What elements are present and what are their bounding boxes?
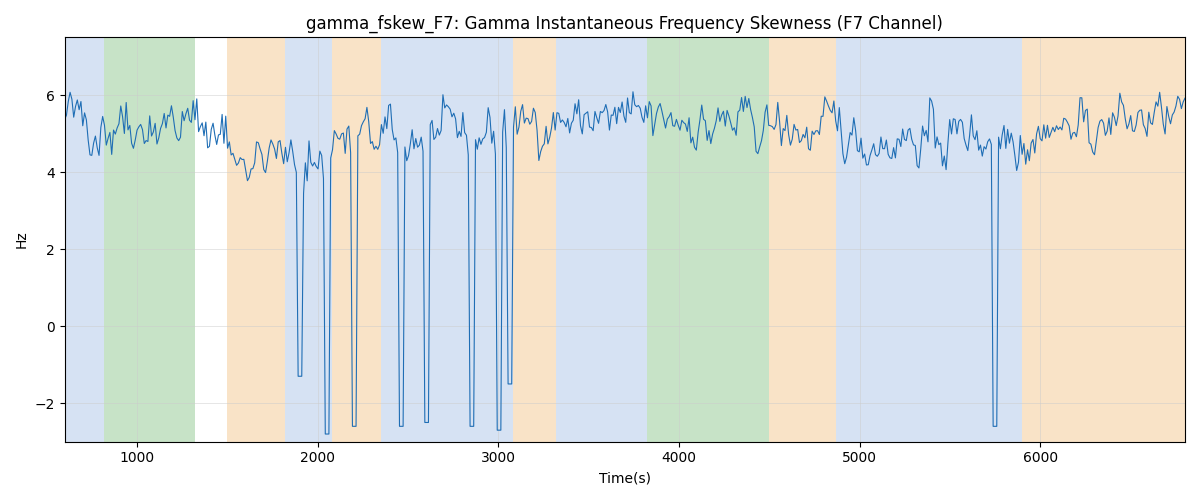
Bar xyxy=(1022,38,1184,442)
Bar xyxy=(104,38,194,442)
Bar xyxy=(512,38,556,442)
Y-axis label: Hz: Hz xyxy=(14,230,29,248)
Bar xyxy=(227,38,286,442)
Bar xyxy=(647,38,769,442)
Bar xyxy=(332,38,380,442)
Bar xyxy=(556,38,647,442)
X-axis label: Time(s): Time(s) xyxy=(599,471,650,485)
Bar xyxy=(836,38,1022,442)
Bar xyxy=(380,38,512,442)
Bar xyxy=(769,38,836,442)
Title: gamma_fskew_F7: Gamma Instantaneous Frequency Skewness (F7 Channel): gamma_fskew_F7: Gamma Instantaneous Freq… xyxy=(306,15,943,34)
Bar xyxy=(286,38,332,442)
Bar xyxy=(65,38,104,442)
